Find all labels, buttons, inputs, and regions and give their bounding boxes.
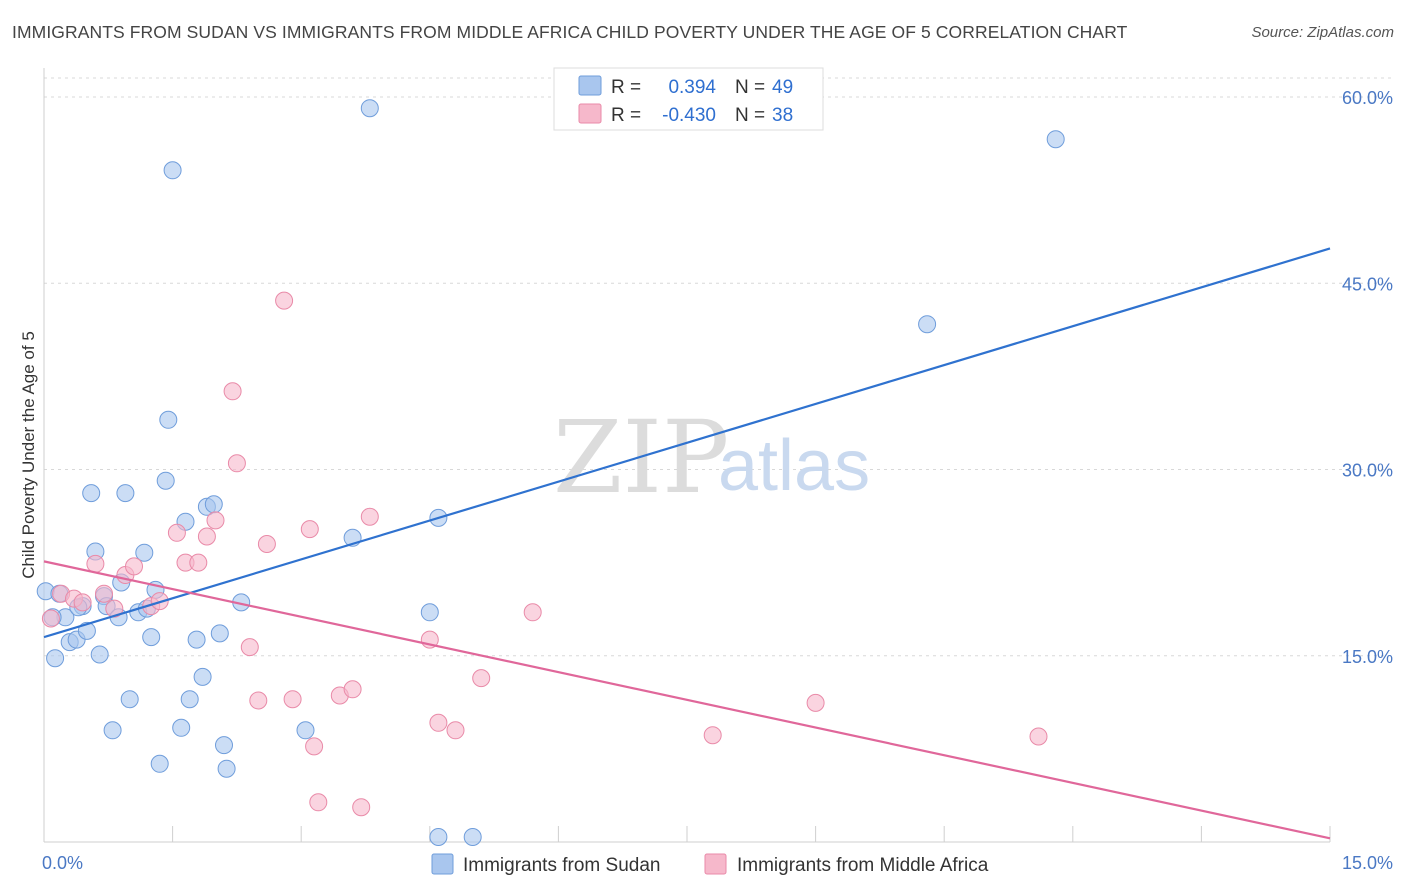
data-point <box>116 484 135 503</box>
data-point <box>189 553 208 572</box>
correlation-legend: R = 0.394 N = 49 R = -0.430 N = 38 <box>553 67 824 131</box>
data-point <box>180 690 199 709</box>
data-point <box>187 630 206 649</box>
data-point <box>204 495 223 514</box>
legend-n-value-middle-africa: 38 <box>772 105 793 126</box>
data-point <box>360 507 379 526</box>
data-point <box>240 638 259 657</box>
series-swatch-sudan <box>431 853 454 875</box>
series-points-1 <box>41 291 1048 817</box>
data-point <box>420 603 439 622</box>
axis-layer: 15.0% 30.0% 45.0% 60.0% 0.0% 15.0% <box>42 68 1393 873</box>
data-point <box>429 828 448 846</box>
series-label-sudan: Immigrants from Sudan <box>463 855 660 876</box>
data-point <box>472 669 491 688</box>
data-point <box>156 471 175 490</box>
data-point <box>163 161 182 180</box>
data-point <box>360 99 379 118</box>
data-point <box>296 721 315 740</box>
data-point <box>806 693 825 712</box>
data-point <box>95 584 113 603</box>
data-point <box>257 535 276 553</box>
trend-line-0 <box>43 247 1331 639</box>
data-point <box>309 793 328 812</box>
x-tick-label-min: 0.0% <box>42 853 83 873</box>
data-point <box>82 484 101 503</box>
data-point <box>135 543 154 562</box>
data-point <box>46 649 65 668</box>
data-point <box>918 315 937 334</box>
data-point <box>73 593 92 612</box>
data-point <box>193 667 212 686</box>
data-point <box>703 726 722 745</box>
data-point <box>41 609 60 628</box>
data-point <box>283 690 302 709</box>
data-point <box>215 736 233 755</box>
y-axis-label: Child Poverty Under the Age of 5 <box>19 331 38 579</box>
data-point <box>227 454 246 473</box>
legend-r-label-middle-africa: R = <box>611 105 641 126</box>
points-layer <box>36 99 1065 846</box>
y-tick-label: 30.0% <box>1342 461 1393 481</box>
source-credit: Source: ZipAtlas.com <box>1251 24 1394 41</box>
trend-layer <box>43 247 1331 840</box>
data-point <box>343 680 362 699</box>
legend-r-value-middle-africa: -0.430 <box>662 105 716 126</box>
legend-r-value-sudan: 0.394 <box>668 77 716 98</box>
series-legend: Immigrants from Sudan Immigrants from Mi… <box>431 853 989 876</box>
legend-r-label-sudan: R = <box>611 77 641 98</box>
data-point <box>86 554 105 573</box>
data-point <box>305 737 324 756</box>
y-tick-label: 15.0% <box>1342 647 1393 667</box>
data-point <box>463 828 482 846</box>
data-point <box>172 718 191 737</box>
legend-swatch-middle-africa <box>578 103 602 124</box>
watermark: ZIP atlas <box>553 399 870 516</box>
x-tick-label-max: 15.0% <box>1342 853 1393 873</box>
data-point <box>210 624 229 643</box>
watermark-atlas: atlas <box>718 426 870 506</box>
data-point <box>142 628 161 647</box>
grid-layer <box>44 77 1392 657</box>
trend-line-1 <box>43 560 1331 840</box>
y-tick-label: 45.0% <box>1342 274 1393 294</box>
data-point <box>300 520 319 539</box>
data-point <box>103 721 122 740</box>
legend-swatch-sudan <box>578 75 602 96</box>
data-point <box>77 621 96 640</box>
data-point <box>159 410 178 429</box>
data-point <box>223 382 242 401</box>
data-point <box>523 603 542 622</box>
series-label-middle-africa: Immigrants from Middle Africa <box>737 855 989 876</box>
data-point <box>1029 727 1048 746</box>
data-point <box>167 523 186 542</box>
data-point <box>275 291 294 310</box>
data-point <box>197 527 216 546</box>
data-point <box>120 690 139 709</box>
data-point <box>206 511 225 530</box>
legend-n-value-sudan: 49 <box>772 77 793 98</box>
data-point <box>352 798 371 817</box>
data-point <box>217 759 236 778</box>
chart-title: IMMIGRANTS FROM SUDAN VS IMMIGRANTS FROM… <box>12 22 1128 42</box>
legend-n-label-middle-africa: N = <box>735 105 765 126</box>
legend-n-label-sudan: N = <box>735 77 765 98</box>
series-swatch-middle-africa <box>704 853 727 875</box>
data-point <box>105 599 124 618</box>
data-point <box>150 754 169 773</box>
data-point <box>249 691 268 710</box>
data-point <box>90 645 109 664</box>
data-point <box>1046 130 1065 149</box>
data-point <box>125 557 143 576</box>
data-point <box>429 713 448 732</box>
data-point <box>446 721 465 740</box>
series-points-0 <box>36 99 1065 846</box>
y-tick-label: 60.0% <box>1342 88 1393 108</box>
